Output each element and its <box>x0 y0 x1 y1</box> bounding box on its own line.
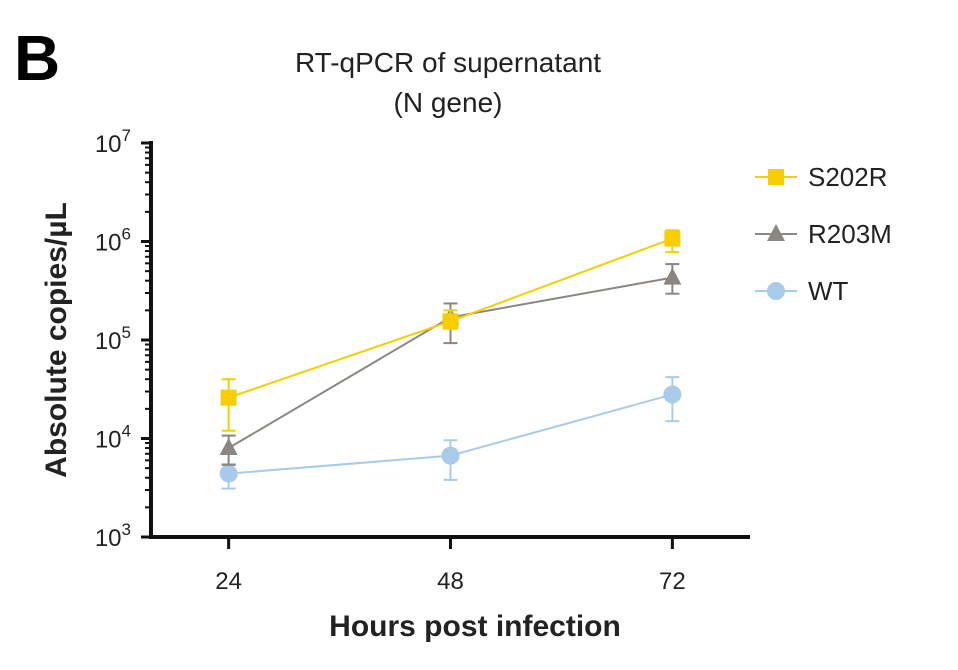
series-r203m <box>219 263 682 466</box>
legend-item-wt: WT <box>755 276 849 306</box>
y-tick-label: 107 <box>95 126 131 158</box>
series-wt <box>219 376 682 490</box>
data-point <box>664 230 681 247</box>
data-point <box>663 385 682 404</box>
legend-marker <box>767 224 785 241</box>
data-point <box>663 267 682 285</box>
legend-label: R203M <box>808 219 892 249</box>
axes: 103 104 105 106 107 24 48 72 <box>95 126 750 595</box>
y-tick-label: 103 <box>95 520 131 552</box>
x-tick-label: 24 <box>215 568 242 595</box>
data-point <box>441 446 460 465</box>
legend-marker <box>768 169 784 185</box>
series-group <box>219 229 682 490</box>
y-axis-label: Absolute copies/µL <box>40 202 73 478</box>
chart-title-line-2: (N gene) <box>394 87 503 118</box>
x-axis-label: Hours post infection <box>329 610 621 643</box>
legend-marker <box>767 282 785 300</box>
legend-item-r203m: R203M <box>755 219 892 249</box>
data-point <box>442 313 459 330</box>
panel-label: B <box>14 22 60 94</box>
series-s202r <box>220 229 681 432</box>
y-tick-label: 105 <box>95 323 131 355</box>
y-tick-label: 104 <box>95 422 131 454</box>
legend-label: WT <box>808 276 849 306</box>
x-tick-label: 48 <box>437 568 464 595</box>
data-point <box>220 389 237 406</box>
chart-title-line-1: RT-qPCR of supernatant <box>295 47 601 78</box>
legend: S202R R203M WT <box>755 162 892 306</box>
data-point <box>219 464 238 483</box>
legend-label: S202R <box>808 162 888 192</box>
x-tick-label: 72 <box>659 568 686 595</box>
legend-item-s202r: S202R <box>755 162 888 192</box>
data-point <box>219 438 238 456</box>
y-tick-label: 106 <box>95 225 131 257</box>
